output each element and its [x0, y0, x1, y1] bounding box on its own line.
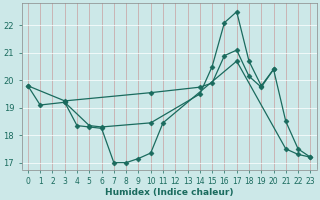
X-axis label: Humidex (Indice chaleur): Humidex (Indice chaleur): [105, 188, 233, 197]
